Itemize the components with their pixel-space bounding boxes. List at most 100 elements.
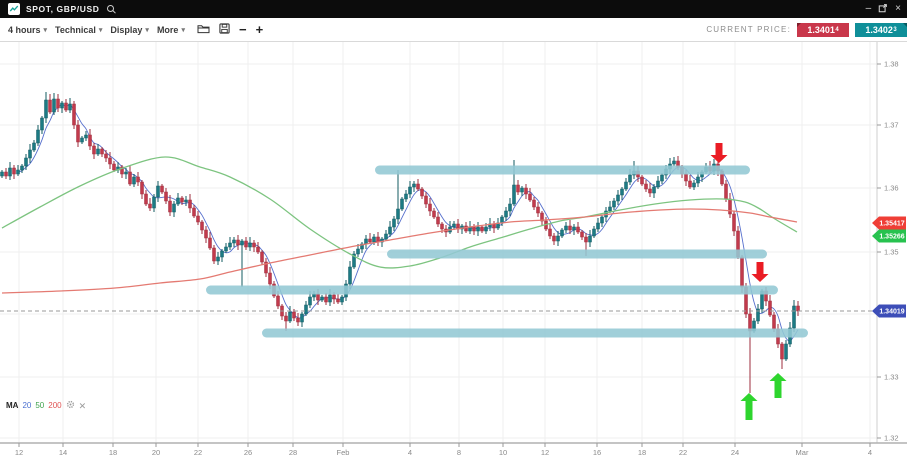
save-icon[interactable] — [219, 23, 230, 36]
ma50-period: 50 — [35, 401, 45, 410]
candle — [532, 199, 536, 208]
candle — [412, 183, 416, 188]
minimize-button[interactable]: – — [865, 3, 872, 14]
candle — [56, 98, 60, 109]
bid-price-badge[interactable]: 1.3401 4 — [797, 22, 849, 37]
candle — [220, 250, 224, 258]
ma-remove-icon[interactable]: ✕ — [78, 400, 87, 411]
x-axis-tick-label: 28 — [289, 448, 297, 457]
more-menu[interactable]: More ▾ — [157, 25, 185, 35]
candle — [520, 187, 524, 193]
x-axis-tick-label: 4 — [408, 448, 412, 457]
candle — [128, 171, 132, 185]
candle — [232, 239, 236, 244]
ask-price-badge[interactable]: 1.3402 3 — [855, 22, 907, 37]
timeframe-menu[interactable]: 4 hours ▾ — [8, 25, 47, 35]
technical-menu[interactable]: Technical ▾ — [55, 25, 102, 35]
candle — [308, 296, 312, 306]
candle — [408, 186, 412, 195]
ma50-price-badge — [872, 229, 906, 243]
candle — [276, 295, 280, 307]
zone-bar — [262, 328, 808, 338]
candle — [644, 183, 648, 190]
candle — [484, 226, 488, 232]
candle — [384, 233, 388, 240]
candle — [584, 236, 588, 243]
display-menu-label: Display — [110, 24, 143, 35]
candle — [252, 242, 256, 248]
last-price-label: 1.34019 — [879, 309, 904, 316]
ma200-line — [1, 208, 798, 294]
candle — [104, 153, 108, 159]
candle — [748, 313, 752, 332]
axes: 1.38 1.37 1.36 1.35 1.33 1.32 12 14 18 20 22 26 28 Fe… — [0, 42, 907, 457]
x-axis-tick-label: 4 — [868, 448, 872, 457]
open-folder-icon[interactable] — [197, 23, 210, 36]
x-axis-tick-label: 20 — [152, 448, 160, 457]
candle — [40, 117, 44, 131]
candle — [152, 196, 156, 209]
candle — [36, 129, 40, 144]
candle — [184, 199, 188, 203]
ma-legend-label: MA — [6, 401, 19, 410]
y-axis-tick-label: 1.38 — [884, 60, 899, 69]
candle — [228, 242, 232, 248]
window-titlebar[interactable]: SPOT, GBP/USD – × — [0, 0, 907, 18]
candle — [568, 225, 572, 231]
candle — [556, 235, 560, 242]
candle — [592, 228, 596, 237]
candle — [360, 243, 364, 250]
x-axis-tick-label: 12 — [15, 448, 23, 457]
price-chart[interactable]: 1.38 1.37 1.36 1.35 1.33 1.32 12 14 18 20 22 26 28 Fe… — [0, 42, 907, 459]
candle — [260, 251, 264, 263]
candle — [588, 235, 592, 243]
candle — [112, 163, 116, 171]
chevron-down-icon: ▾ — [43, 26, 48, 34]
candle — [756, 308, 760, 322]
search-icon[interactable] — [107, 4, 116, 14]
chevron-down-icon: ▾ — [145, 26, 149, 34]
candle — [492, 223, 496, 229]
zoom-in-button[interactable]: + — [255, 21, 264, 37]
more-menu-label: More — [156, 24, 179, 35]
candle — [420, 188, 424, 197]
x-axis-tick-label: 10 — [499, 448, 507, 457]
candle — [172, 203, 176, 213]
candle — [192, 207, 196, 217]
y-axis-tick-label: 1.32 — [884, 434, 899, 443]
candle — [92, 145, 96, 155]
candle — [608, 206, 612, 212]
ma50-price-label: 1.35266 — [879, 234, 904, 241]
popout-button[interactable] — [878, 3, 888, 16]
x-axis-tick-label: 16 — [593, 448, 601, 457]
candle — [24, 157, 28, 167]
x-axis-tick-label: 8 — [457, 448, 461, 457]
candle — [52, 98, 56, 113]
candle — [212, 247, 216, 262]
ma-settings-gear-icon[interactable] — [66, 400, 75, 411]
candle — [336, 298, 340, 303]
candle — [780, 343, 784, 360]
bid-price-value: 1.3401 — [807, 24, 835, 35]
display-menu[interactable]: Display ▾ — [110, 25, 149, 35]
candle — [72, 103, 76, 126]
candle — [284, 315, 288, 322]
ask-price-value: 1.3402 — [865, 24, 893, 35]
zone-bar — [375, 165, 750, 175]
candle — [236, 239, 240, 246]
candle — [216, 256, 220, 262]
close-button[interactable]: × — [895, 3, 901, 14]
y-axis-tick-label: 1.33 — [884, 373, 899, 382]
candle — [688, 180, 692, 188]
candle — [524, 187, 528, 195]
zoom-out-button[interactable]: − — [238, 21, 247, 37]
zone-bar — [387, 249, 767, 259]
candle — [512, 184, 516, 205]
candle — [400, 198, 404, 210]
candle — [356, 248, 360, 255]
candle — [100, 148, 104, 155]
y-axis-tick-label: 1.36 — [884, 184, 899, 193]
candle — [648, 188, 652, 194]
candle — [724, 183, 728, 200]
candle — [348, 266, 352, 285]
